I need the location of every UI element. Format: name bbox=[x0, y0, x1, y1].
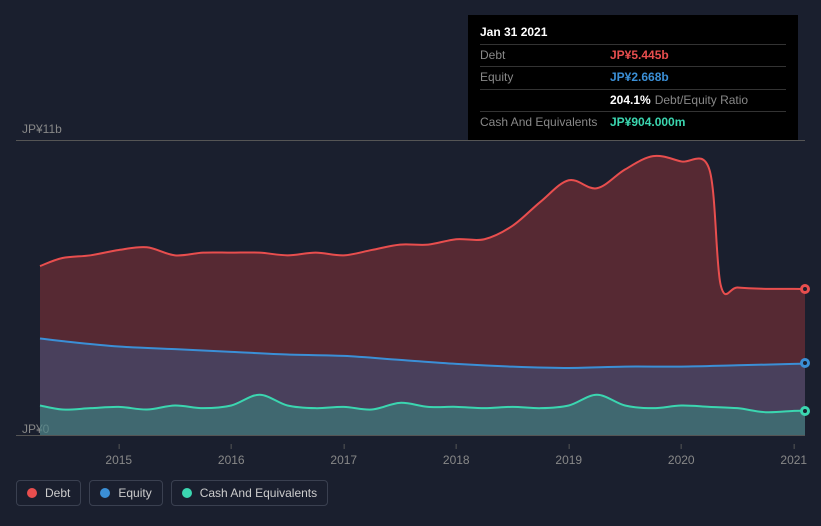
x-axis-tick: 2018 bbox=[443, 444, 470, 467]
x-axis-tick: 2017 bbox=[330, 444, 357, 467]
x-axis-tick: 2020 bbox=[668, 444, 695, 467]
legend-swatch bbox=[100, 488, 110, 498]
legend-swatch bbox=[182, 488, 192, 498]
chart-legend: Debt Equity Cash And Equivalents bbox=[16, 480, 328, 506]
legend-item-equity[interactable]: Equity bbox=[89, 480, 162, 506]
legend-label: Cash And Equivalents bbox=[200, 486, 317, 500]
series-end-dot-equity bbox=[800, 358, 810, 368]
legend-swatch bbox=[27, 488, 37, 498]
x-axis-tick: 2019 bbox=[555, 444, 582, 467]
x-axis-tick: 2016 bbox=[218, 444, 245, 467]
legend-label: Debt bbox=[45, 486, 70, 500]
series-end-dot-cash bbox=[800, 406, 810, 416]
legend-item-debt[interactable]: Debt bbox=[16, 480, 81, 506]
series-end-dot-debt bbox=[800, 284, 810, 294]
x-axis-tick: 2015 bbox=[105, 444, 132, 467]
legend-item-cash[interactable]: Cash And Equivalents bbox=[171, 480, 328, 506]
legend-label: Equity bbox=[118, 486, 151, 500]
x-axis-tick: 2021 bbox=[780, 444, 807, 467]
